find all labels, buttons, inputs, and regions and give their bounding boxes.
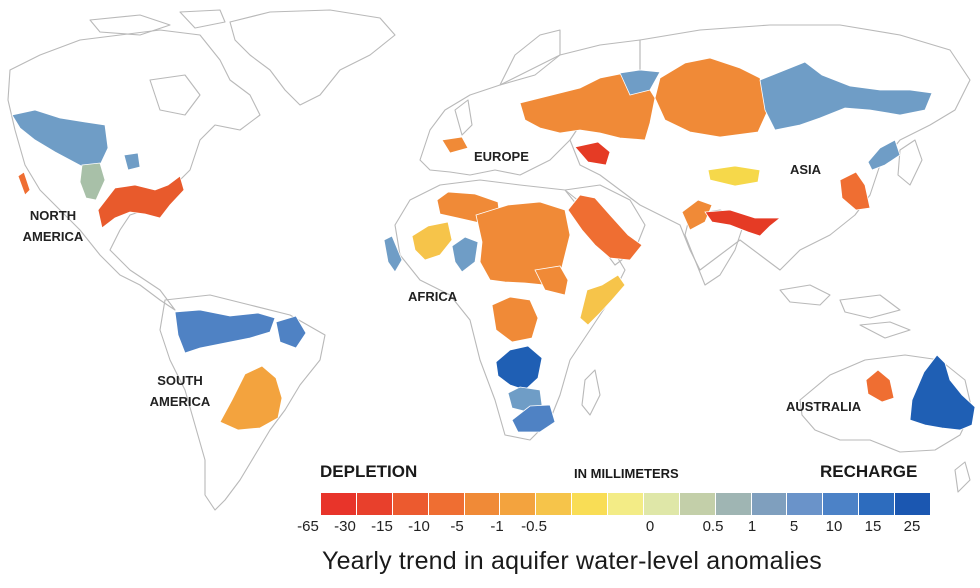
legend-swatch bbox=[715, 493, 752, 515]
label-north-america: NORTH AMERICA bbox=[16, 205, 90, 247]
africa-outline bbox=[394, 179, 626, 441]
legend-tick-label: -65 bbox=[297, 518, 319, 535]
legend-swatch bbox=[464, 493, 501, 515]
aquifer-california bbox=[17, 171, 31, 196]
japan-outline bbox=[897, 139, 923, 186]
aquifer-northeast-brazil bbox=[275, 315, 307, 349]
aquifer-karoo-south bbox=[511, 404, 556, 433]
british-isles-outline bbox=[454, 99, 473, 136]
legend-caption: Yearly trend in aquifer water-level anom… bbox=[322, 547, 823, 575]
label-australia: AUSTRALIA bbox=[786, 399, 862, 414]
legend-tick-label: -15 bbox=[371, 518, 393, 535]
australia-outline bbox=[799, 354, 973, 453]
label-south-america-line2: AMERICA bbox=[149, 394, 211, 409]
aquifer-tarim bbox=[707, 165, 761, 187]
legend-swatch bbox=[751, 493, 788, 515]
legend-swatch bbox=[392, 493, 429, 515]
aquifer-somalia bbox=[579, 274, 626, 326]
legend-swatch bbox=[679, 493, 716, 515]
legend-swatch bbox=[608, 493, 644, 515]
legend-tick-label: -5 bbox=[450, 518, 464, 535]
legend-swatch bbox=[643, 493, 680, 515]
legend-recharge-label: RECHARGE bbox=[820, 462, 918, 481]
legend-tick-label: 1 bbox=[747, 518, 757, 535]
legend-units-label: IN MILLIMETERS bbox=[574, 466, 679, 481]
aquifer-amazon bbox=[174, 309, 276, 354]
label-africa: AFRICA bbox=[408, 289, 458, 304]
legend-tick-labels: -65 -30 -15 -10 -5 -1 -0.5 0 0.5 1 5 10 15 25 bbox=[297, 518, 950, 538]
new-zealand-outline bbox=[954, 461, 971, 493]
aquifer-eastern-europe bbox=[519, 72, 656, 141]
label-south-america: SOUTH AMERICA bbox=[140, 370, 220, 412]
legend-tick-label: 25 bbox=[903, 518, 921, 535]
aquifer-great-artesian bbox=[909, 354, 976, 431]
aquifer-east-siberia bbox=[759, 61, 933, 131]
aquifers bbox=[11, 57, 976, 433]
legend-swatch bbox=[321, 493, 357, 515]
greenland-outline bbox=[229, 9, 396, 106]
label-europe: EUROPE bbox=[474, 149, 529, 164]
aquifer-senegal bbox=[411, 221, 453, 261]
legend-tick-label: -0.5 bbox=[521, 518, 547, 535]
north-america-outline bbox=[7, 29, 261, 311]
aquifer-caspian bbox=[574, 141, 611, 166]
legend-swatch bbox=[859, 493, 895, 515]
aquifer-western-europe bbox=[441, 136, 469, 154]
aquifer-great-lakes bbox=[123, 152, 141, 171]
scandinavia-outline bbox=[499, 29, 561, 86]
legend-color-scale bbox=[320, 492, 932, 516]
label-asia: ASIA bbox=[790, 162, 822, 177]
label-south-america-line1: SOUTH bbox=[157, 373, 203, 388]
legend-swatch bbox=[787, 493, 824, 515]
aquifer-west-africa-coast bbox=[383, 235, 403, 273]
legend-swatch bbox=[572, 493, 608, 515]
label-north-america-line1: NORTH bbox=[29, 208, 77, 223]
aquifer-great-plains bbox=[79, 162, 106, 201]
asia-outline bbox=[569, 24, 971, 271]
legend-swatch bbox=[536, 493, 573, 515]
aquifer-north-china-plain bbox=[839, 171, 871, 211]
legend-swatch bbox=[356, 493, 393, 515]
aquifer-west-siberia bbox=[654, 57, 769, 138]
legend-swatch bbox=[895, 493, 931, 515]
aquifer-north-china-east bbox=[867, 139, 901, 171]
hudson-bay-outline bbox=[149, 74, 201, 116]
aquifer-canada-west bbox=[11, 109, 109, 169]
aquifer-congo bbox=[491, 296, 539, 343]
legend-tick-label: -1 bbox=[490, 518, 504, 535]
legend-tick-label: 0 bbox=[645, 518, 655, 535]
legend-tick-label: 10 bbox=[825, 518, 843, 535]
legend-tick-label: 5 bbox=[789, 518, 799, 535]
legend-depletion-label: DEPLETION bbox=[320, 462, 418, 481]
aquifer-ganges bbox=[704, 209, 782, 237]
legend-tick-label: -30 bbox=[334, 518, 356, 535]
legend-swatch bbox=[428, 493, 465, 515]
aquifer-gulf-coast bbox=[97, 175, 185, 229]
aquifer-nubian-sudan bbox=[534, 265, 569, 296]
aquifer-ural-north bbox=[619, 69, 661, 96]
aquifer-arabia bbox=[567, 194, 643, 261]
aquifer-iullemmeden bbox=[451, 236, 479, 273]
legend-swatch bbox=[823, 493, 860, 515]
legend-swatch bbox=[500, 493, 537, 515]
label-north-america-line2: AMERICA bbox=[22, 229, 84, 244]
madagascar-outline bbox=[581, 369, 601, 416]
aquifer-canning bbox=[865, 369, 895, 403]
legend-tick-label: -10 bbox=[408, 518, 430, 535]
aquifer-kalahari bbox=[495, 345, 543, 391]
legend-tick-label: 0.5 bbox=[702, 518, 724, 535]
aquifer-guarani bbox=[219, 365, 283, 431]
southeast-asia-islands-outline bbox=[779, 284, 911, 339]
legend-tick-label: 15 bbox=[864, 518, 882, 535]
arctic-islands-outline bbox=[89, 9, 226, 36]
